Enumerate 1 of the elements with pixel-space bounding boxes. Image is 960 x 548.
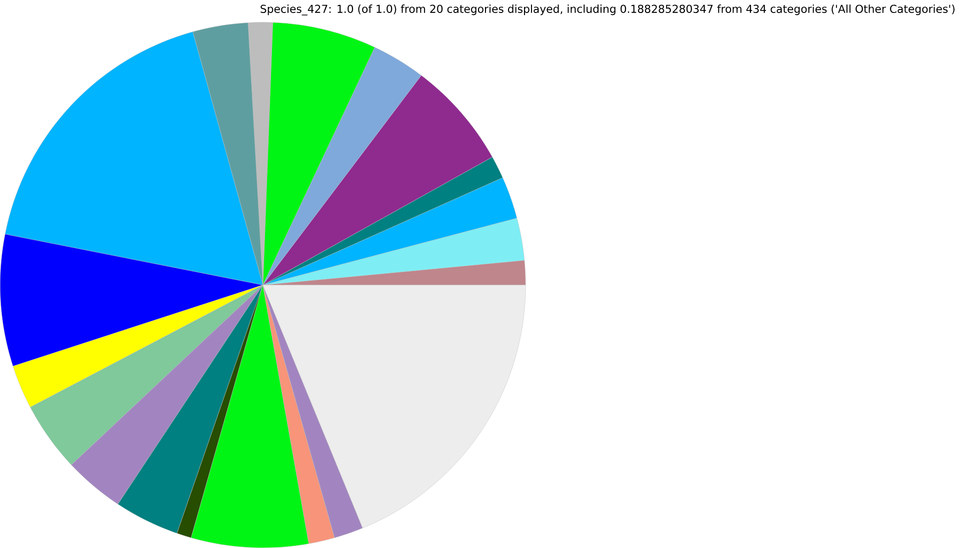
text: Species_427: 1.0 (of 1.0) from 20 categories displayed, including 0.188285280347 from 434 categories ('All Other Categories') <box>260 4 954 16</box>
